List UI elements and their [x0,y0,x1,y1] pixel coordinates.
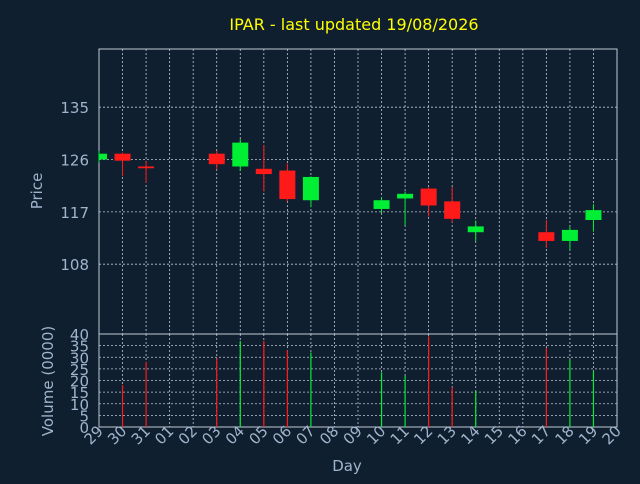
x-axis-label: Day [332,457,362,475]
candle-body [585,210,602,220]
candle-body [114,153,131,161]
x-tick-label: 30 [104,422,130,448]
volume-tick-label: 40 [70,326,89,344]
candle-body [538,232,555,241]
volume-tick-label: 35 [70,338,89,356]
candle-body [255,168,272,175]
candle-body [467,226,484,233]
x-tick-label: 07 [293,422,319,448]
volume-axis-label: Volume (0000) [39,326,57,436]
candle-body [444,201,461,219]
x-tick-label: 17 [528,422,554,448]
volume-tick-label: 20 [70,373,89,391]
volume-panel-frame [98,333,618,428]
candle-body [232,142,249,167]
volume-tick-label: 5 [79,407,89,425]
x-tick-label: 06 [269,422,295,448]
price-panel-frame [98,48,618,335]
price-tick-label: 126 [60,152,89,170]
x-tick-label: 01 [151,422,177,448]
volume-tick-label: 10 [70,396,89,414]
x-tick-label: 12 [410,422,436,448]
x-tick-label: 11 [387,422,413,448]
price-axis-label: Price [28,173,46,210]
x-tick-label: 03 [198,422,224,448]
x-tick-label: 20 [599,422,625,448]
x-tick-label: 16 [504,422,530,448]
candle-body [420,188,437,206]
x-tick-label: 13 [434,422,460,448]
price-tick-label: 135 [60,99,89,117]
x-tick-label: 05 [245,422,271,448]
x-tick-label: 04 [222,422,248,448]
candle-body [302,176,319,201]
x-tick-label: 15 [481,422,507,448]
candle-body [373,200,390,209]
volume-tick-label: 25 [70,361,89,379]
x-tick-label: 09 [340,422,366,448]
volume-tick-label: 0 [79,419,89,437]
candle-body [208,153,225,165]
x-tick-label: 19 [575,422,601,448]
x-tick-label: 02 [175,422,201,448]
x-tick-label: 14 [457,422,483,448]
volume-tick-label: 30 [70,349,89,367]
x-tick-label: 31 [128,422,154,448]
chart-title: IPAR - last updated 19/08/2026 [229,15,478,34]
candle-body [138,166,155,169]
price-tick-label: 108 [60,256,89,274]
x-tick-label: 10 [363,422,389,448]
price-tick-label: 117 [60,204,89,222]
candle-body [279,170,296,200]
x-tick-label: 08 [316,422,342,448]
candle-body [397,193,414,199]
volume-tick-label: 15 [70,384,89,402]
candle-body [99,153,107,160]
x-tick-label: 18 [552,422,578,448]
candle-body [561,229,578,241]
